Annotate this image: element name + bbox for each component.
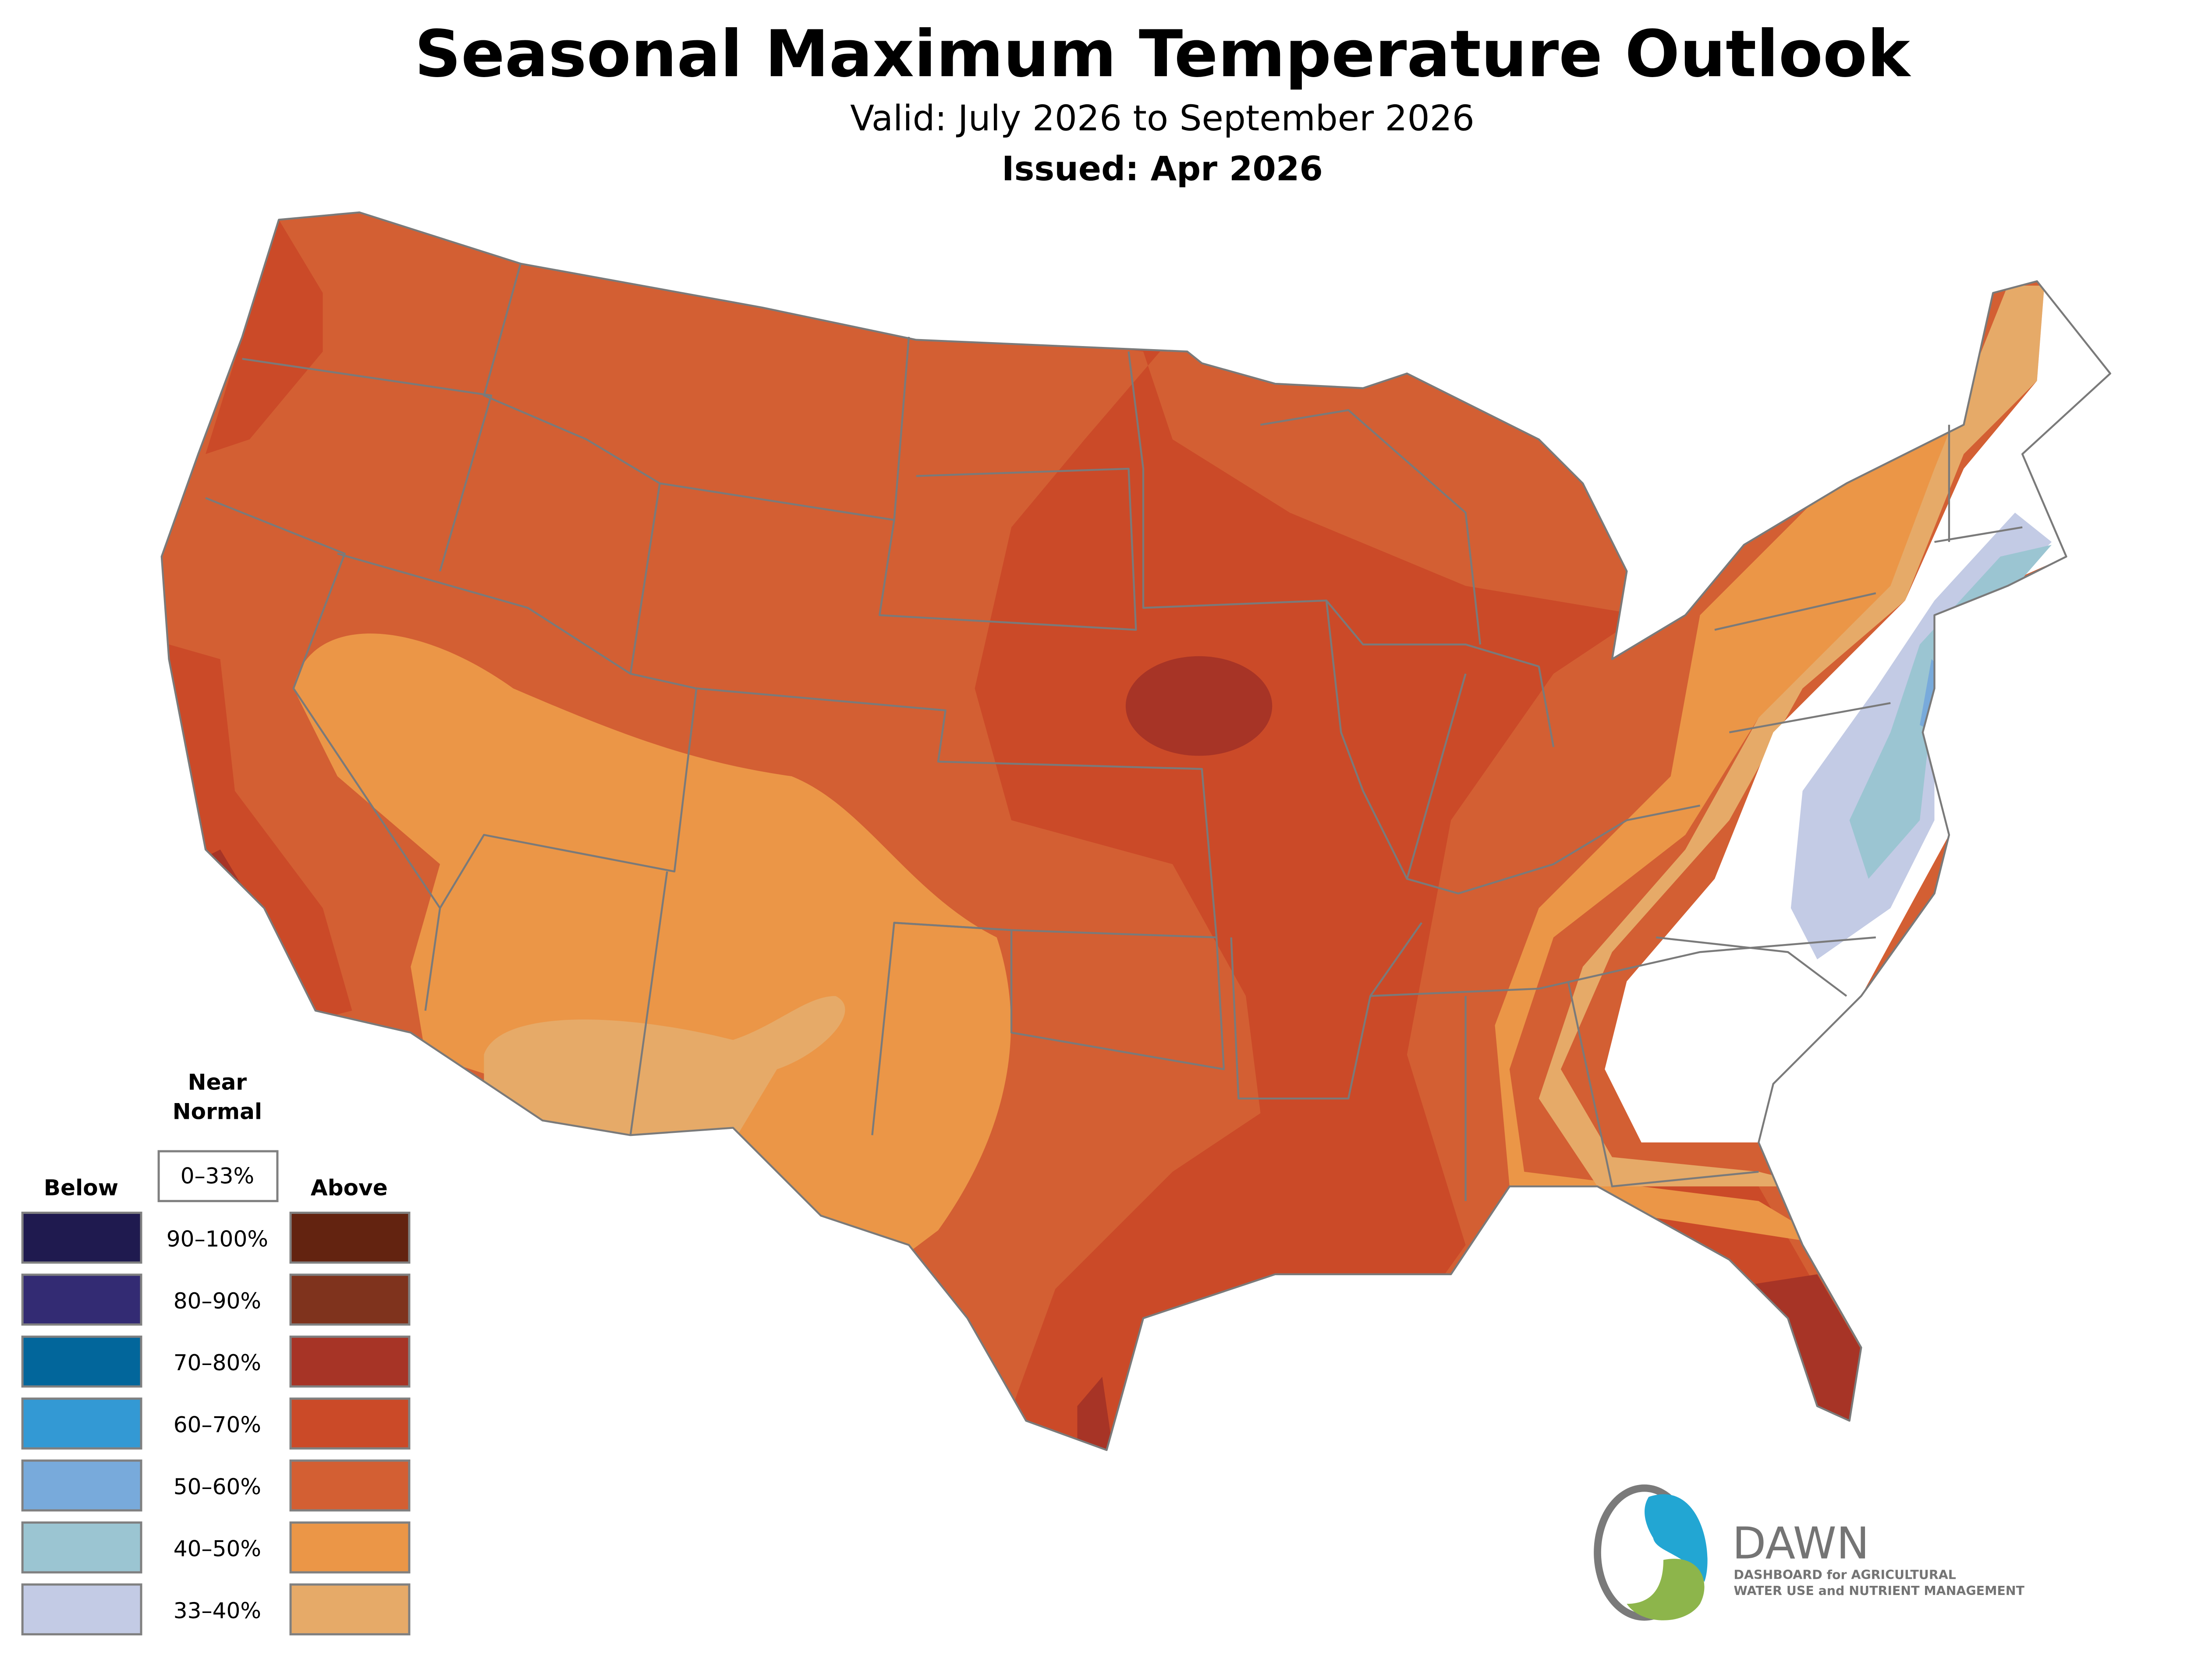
legend-above-swatch: [289, 1397, 411, 1450]
legend-range-label: 70–80%: [174, 1350, 261, 1376]
legend-below-swatch: [21, 1459, 142, 1512]
legend-above-swatch: [289, 1521, 411, 1574]
region-above-33-40-east: [1539, 285, 2045, 1187]
region-above-60-70-nw: [206, 219, 323, 454]
dawn-logo: DAWN DASHBOARD for AGRICULTURAL WATER US…: [1594, 1484, 2025, 1621]
legend-range-label: 90–100%: [167, 1226, 268, 1252]
legend-below-swatch: [21, 1583, 142, 1636]
legend-below-swatch: [21, 1273, 142, 1326]
logo-water-icon: [1645, 1494, 1708, 1582]
logo-tagline-2: WATER USE and NUTRIENT MANAGEMENT: [1734, 1584, 2024, 1598]
logo-name: DAWN: [1732, 1517, 1869, 1569]
region-above-33-40-sw: [484, 996, 845, 1142]
legend-below-swatch: [21, 1211, 142, 1264]
issued-date: Issued: Apr 2026: [1002, 149, 1323, 188]
legend-above-header: Above: [311, 1174, 388, 1200]
legend-near-normal-line2: Normal: [173, 1098, 262, 1124]
logo-leaf-icon: [1627, 1559, 1705, 1620]
region-below-40-50-east: [1849, 545, 2052, 879]
region-above-60-70-west: [169, 644, 352, 1026]
legend-range-label: 40–50%: [174, 1535, 261, 1561]
legend-near-normal-swatch: [157, 1150, 279, 1203]
legend-above-swatch: [289, 1459, 411, 1512]
valid-period: Valid: July 2026 to September 2026: [850, 98, 1475, 139]
region-above-70-80-fl: [1722, 1274, 1869, 1428]
region-above-40-50-sw: [293, 633, 1011, 1274]
legend-range-label: 60–70%: [174, 1412, 261, 1438]
legend-range-label: 80–90%: [174, 1288, 261, 1314]
legend: Near Normal 0–33% Below Above 90–100% 80–…: [21, 1069, 411, 1636]
legend-below-swatch: [21, 1521, 142, 1574]
legend-above-swatch: [289, 1335, 411, 1388]
region-above-60-70-central: [791, 308, 1641, 1450]
map-title: Seasonal Maximum Temperature Outlook: [415, 16, 1911, 92]
logo-tagline-1: DASHBOARD for AGRICULTURAL: [1734, 1567, 1956, 1582]
legend-below-header: Below: [44, 1174, 118, 1200]
legend-range-label: 33–40%: [174, 1598, 261, 1623]
legend-above-swatch: [289, 1583, 411, 1636]
legend-below-swatch: [21, 1335, 142, 1388]
legend-above-swatch: [289, 1273, 411, 1326]
legend-near-normal-line1: Near: [188, 1069, 247, 1095]
region-above-70-80-tx: [1077, 1376, 1114, 1450]
legend-near-normal-range: 0–33%: [181, 1163, 254, 1189]
legend-above-swatch: [289, 1211, 411, 1264]
legend-below-swatch: [21, 1397, 142, 1450]
region-above-70-80-midwest: [1125, 656, 1273, 756]
state-borders: [162, 212, 2110, 1450]
legend-range-label: 50–60%: [174, 1474, 261, 1500]
